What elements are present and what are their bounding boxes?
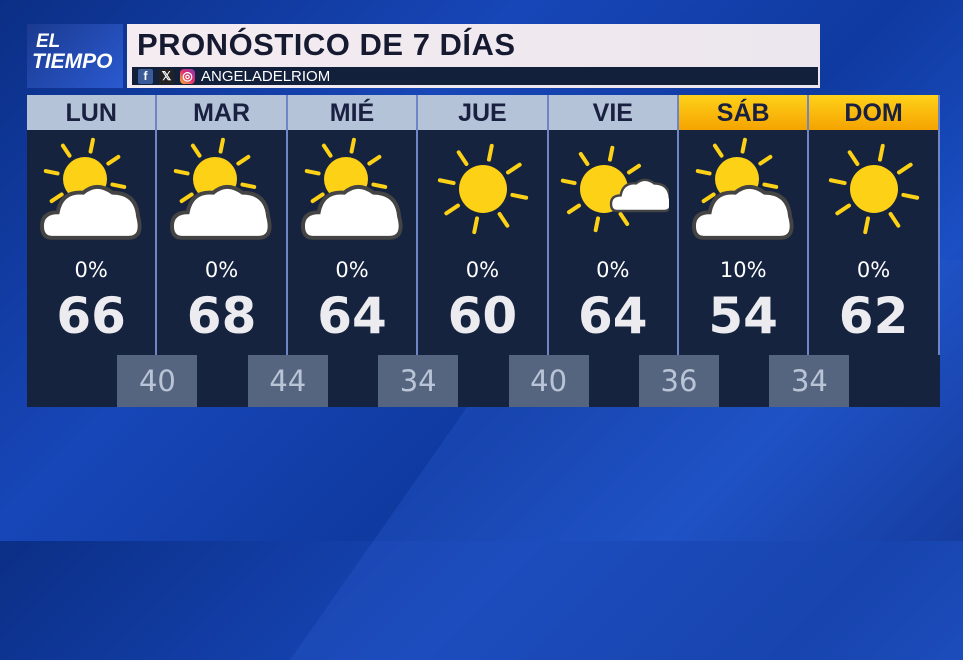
day-column: MAR 0% 68 [157,95,288,355]
partly-cloudy-icon [298,137,408,247]
x-icon: 𝕏 [159,68,174,84]
high-temp: 64 [577,287,648,345]
high-temp: 66 [56,287,126,345]
day-label: MAR [157,95,286,130]
precip-chance: 0% [204,258,239,282]
high-temp: 54 [708,287,778,345]
precip-chance: 0% [856,258,891,282]
high-temp: 64 [317,287,387,345]
day-column: JUE 0% 60 [418,95,549,355]
day-label: SÁB [679,95,808,130]
day-label: JUE [418,95,547,130]
mostly-sunny-icon [559,137,672,247]
day-label: LUN [27,95,156,130]
title-box: PRONÓSTICO DE 7 DÍAS f 𝕏 ◎ ANGELADELRIOM [127,24,820,88]
instagram-icon: ◎ [180,68,195,84]
precip-chance: 0% [335,258,369,282]
precip-chance: 0% [74,258,108,282]
partly-cloudy-icon [37,137,147,247]
social-handle: ANGELADELRIOM [201,67,331,85]
logo-line1: EL [36,31,61,52]
page-title: PRONÓSTICO DE 7 DÍAS [137,27,516,62]
high-temp: 62 [838,287,909,345]
day-column: MIÉ 0% 64 [287,95,419,355]
low-temp: 40 [117,355,198,407]
social-bar: f 𝕏 ◎ ANGELADELRIOM [132,67,818,85]
logo-line2: TIEMPO [32,50,113,73]
partly-cloudy-icon [167,137,277,247]
precip-chance: 0% [465,258,500,282]
partly-cloudy-icon [689,137,799,247]
day-label: DOM [809,95,938,130]
precip-chance: 0% [596,258,630,282]
facebook-icon: f [138,68,153,84]
day-column: LUN 0% 66 [27,95,158,355]
precip-chance: 10% [719,258,767,282]
high-temp: 68 [186,287,257,345]
forecast-panel: LUN 0% 66 MAR 0% 68 MIÉ 0% 64 JUE 0% 60 VIE … [27,95,940,407]
high-temp: 60 [447,287,518,345]
low-temp: 34 [769,355,850,407]
day-label: MIÉ [287,95,417,130]
low-temp: 36 [639,355,719,407]
day-column: SÁB 10% 54 [679,95,810,355]
sunny-icon [819,137,929,247]
low-temp: 34 [378,355,459,407]
sunny-icon [428,137,538,247]
low-temp: 44 [247,355,328,407]
low-temp: 40 [508,355,589,407]
day-column: DOM 0% 62 [809,95,940,355]
day-column: VIE 0% 64 [548,95,679,355]
day-label: VIE [548,95,677,130]
el-tiempo-logo: EL TIEMPO [27,24,123,88]
